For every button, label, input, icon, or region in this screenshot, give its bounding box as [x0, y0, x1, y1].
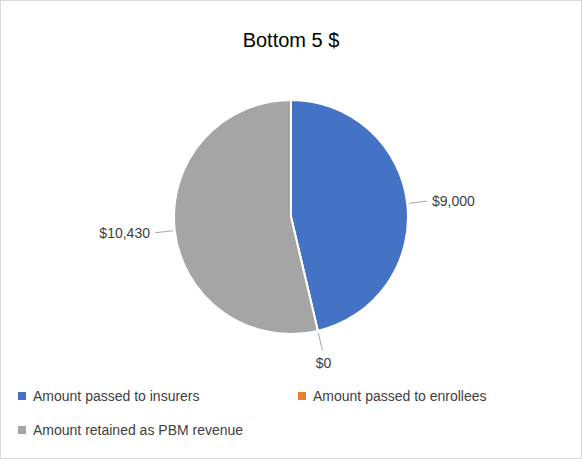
legend-label: Amount retained as PBM revenue	[33, 422, 243, 438]
chart-frame	[1, 1, 582, 459]
data-label: $0	[316, 355, 332, 371]
legend-label: Amount passed to insurers	[33, 388, 200, 404]
legend: Amount passed to insurers Amount passed t…	[18, 388, 487, 438]
legend-swatch	[18, 392, 26, 400]
leader-line	[155, 231, 173, 233]
leader-line	[409, 201, 427, 203]
data-label: $10,430	[99, 225, 150, 241]
legend-label: Amount passed to enrollees	[313, 388, 487, 404]
leader-line	[318, 333, 322, 351]
pie	[174, 100, 408, 334]
legend-swatch	[18, 426, 26, 434]
data-labels: $9,000 $0 $10,430	[99, 193, 475, 371]
pie-slice	[174, 100, 318, 334]
chart: Bottom 5 $ $9,000 $0 $10,430 Amount passed t…	[0, 0, 582, 459]
data-label: $9,000	[432, 193, 475, 209]
legend-swatch	[298, 392, 306, 400]
chart-title: Bottom 5 $	[243, 29, 340, 51]
